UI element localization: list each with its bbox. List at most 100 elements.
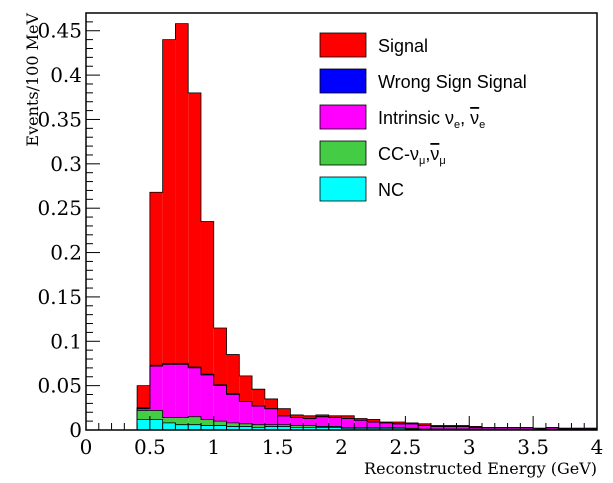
bar-series-0-bin-17 — [354, 428, 368, 430]
bar-series-1-bin-3 — [175, 417, 189, 425]
legend-swatch — [319, 68, 367, 94]
axis-ticks — [85, 21, 598, 431]
x-tick-label: 3 — [463, 435, 476, 459]
bar-series-4-bin-11 — [277, 408, 291, 416]
legend-label: CC-νμ,νμ — [378, 144, 446, 167]
bar-series-4-bin-7 — [226, 354, 240, 394]
bar-series-2-bin-15 — [328, 417, 342, 427]
bar-series-4-bin-0 — [137, 385, 150, 408]
bar-series-1-bin-7 — [226, 422, 240, 427]
bar-series-3-bin-5 — [200, 374, 214, 375]
bar-series-1-bin-15 — [328, 426, 342, 428]
series-2 — [137, 364, 597, 430]
bar-series-2-bin-23 — [430, 426, 444, 430]
bar-series-3-bin-7 — [226, 393, 240, 395]
bar-series-4-bin-16 — [341, 415, 355, 419]
x-tick-label: 2 — [335, 435, 348, 459]
legend: Signal Wrong Sign Signal Intrinsic νe, νe C… — [319, 32, 527, 202]
bar-series-1-bin-13 — [303, 425, 316, 428]
bar-series-2-bin-10 — [264, 408, 278, 425]
bar-series-2-bin-17 — [354, 420, 368, 428]
bar-series-2-bin-22 — [418, 425, 431, 430]
legend-entry-3: CC-νμ,νμ — [319, 140, 446, 167]
bar-series-4-bin-12 — [290, 414, 304, 418]
bar-series-0-bin-9 — [252, 427, 265, 430]
bar-series-4-bin-3 — [175, 23, 189, 364]
bar-series-3-bin-1 — [149, 365, 163, 367]
bar-series-1-bin-11 — [277, 424, 291, 427]
bar-series-1-bin-18 — [367, 427, 380, 429]
bar-series-2-bin-0 — [137, 408, 150, 411]
bar-series-0-bin-1 — [149, 419, 163, 430]
bar-series-0-bin-13 — [303, 427, 316, 430]
bar-series-2-bin-19 — [379, 422, 393, 428]
bar-series-1-bin-4 — [188, 416, 201, 425]
bar-series-0-bin-12 — [290, 427, 304, 430]
bar-series-0-bin-3 — [175, 424, 189, 430]
y-tick-label: 0.35 — [37, 107, 82, 131]
bar-series-1-bin-10 — [264, 424, 278, 427]
bar-series-4-bin-19 — [379, 422, 393, 423]
x-tick-labels: 0 0.5 1 1.5 2 2.5 3 3.5 4 — [80, 435, 604, 459]
bar-series-3-bin-0 — [137, 407, 150, 409]
x-tick-label: 4 — [591, 435, 604, 459]
bar-series-2-bin-30 — [520, 427, 534, 430]
bar-series-2-bin-5 — [200, 374, 214, 420]
bar-series-4-bin-10 — [264, 398, 278, 409]
bar-series-2-bin-33 — [558, 428, 572, 430]
bar-series-0-bin-2 — [162, 422, 176, 430]
bar-series-0-bin-19 — [379, 428, 393, 430]
bar-series-3-bin-3 — [175, 363, 189, 365]
x-axis-title: Reconstructed Energy (GeV) — [364, 459, 597, 478]
x-tick-label: 1 — [207, 435, 220, 459]
bar-series-1-bin-17 — [354, 427, 368, 429]
bar-series-1-bin-0 — [137, 410, 150, 420]
bar-series-4-bin-18 — [367, 419, 380, 423]
bar-series-0-bin-8 — [239, 426, 253, 430]
x-tick-label: 1.5 — [262, 435, 294, 459]
bar-series-0-bin-7 — [226, 426, 240, 430]
bar-series-2-bin-9 — [252, 406, 265, 425]
bar-series-0-bin-4 — [188, 424, 201, 430]
bar-series-3-bin-6 — [213, 384, 227, 386]
y-tick-label: 0.15 — [37, 285, 82, 309]
bar-series-4-bin-2 — [162, 39, 176, 364]
y-tick-label: 0.45 — [37, 19, 82, 43]
bar-series-2-bin-29 — [507, 427, 521, 430]
bar-series-4-bin-23 — [430, 425, 444, 427]
bar-series-4-bin-15 — [328, 415, 342, 418]
bar-series-0-bin-15 — [328, 427, 342, 430]
bar-series-0-bin-0 — [137, 419, 150, 430]
bar-series-1-bin-5 — [200, 419, 214, 426]
y-tick-label: 0.05 — [37, 374, 82, 398]
bar-series-2-bin-18 — [367, 422, 380, 428]
y-axis-title: Events/100 MeV — [23, 13, 42, 147]
bar-series-2-bin-32 — [545, 427, 559, 430]
bar-series-2-bin-14 — [315, 416, 329, 427]
bar-series-4-bin-24 — [443, 425, 457, 427]
y-tick-label: 0.4 — [50, 63, 82, 87]
bar-series-4-bin-21 — [405, 422, 419, 424]
bar-series-1-bin-12 — [290, 425, 304, 428]
bar-series-2-bin-8 — [239, 401, 253, 424]
bar-series-4-bin-20 — [392, 422, 406, 424]
y-tick-labels: 0 0.05 0.1 0.15 0.2 0.25 0.3 0.35 0.4 0.45 — [37, 19, 82, 442]
bar-series-4-bin-9 — [252, 389, 265, 407]
y-tick-label: 0.3 — [50, 152, 82, 176]
x-tick-label: 2.5 — [389, 435, 421, 459]
bar-series-1-bin-9 — [252, 424, 265, 428]
y-tick-label: 0.1 — [50, 329, 82, 353]
x-tick-label: 0 — [80, 435, 93, 459]
bar-series-2-bin-34 — [571, 428, 585, 430]
stacked-bars — [136, 23, 598, 430]
bar-series-1-bin-19 — [379, 427, 393, 429]
bar-series-2-bin-27 — [482, 427, 495, 430]
bar-series-2-bin-3 — [175, 364, 189, 418]
bar-series-4-bin-5 — [200, 221, 214, 375]
bar-series-1-bin-1 — [149, 410, 163, 420]
bar-series-2-bin-1 — [149, 366, 163, 411]
bar-series-0-bin-16 — [341, 428, 355, 430]
bar-series-3-bin-2 — [162, 363, 176, 365]
legend-label: Intrinsic νe, νe — [378, 108, 485, 131]
